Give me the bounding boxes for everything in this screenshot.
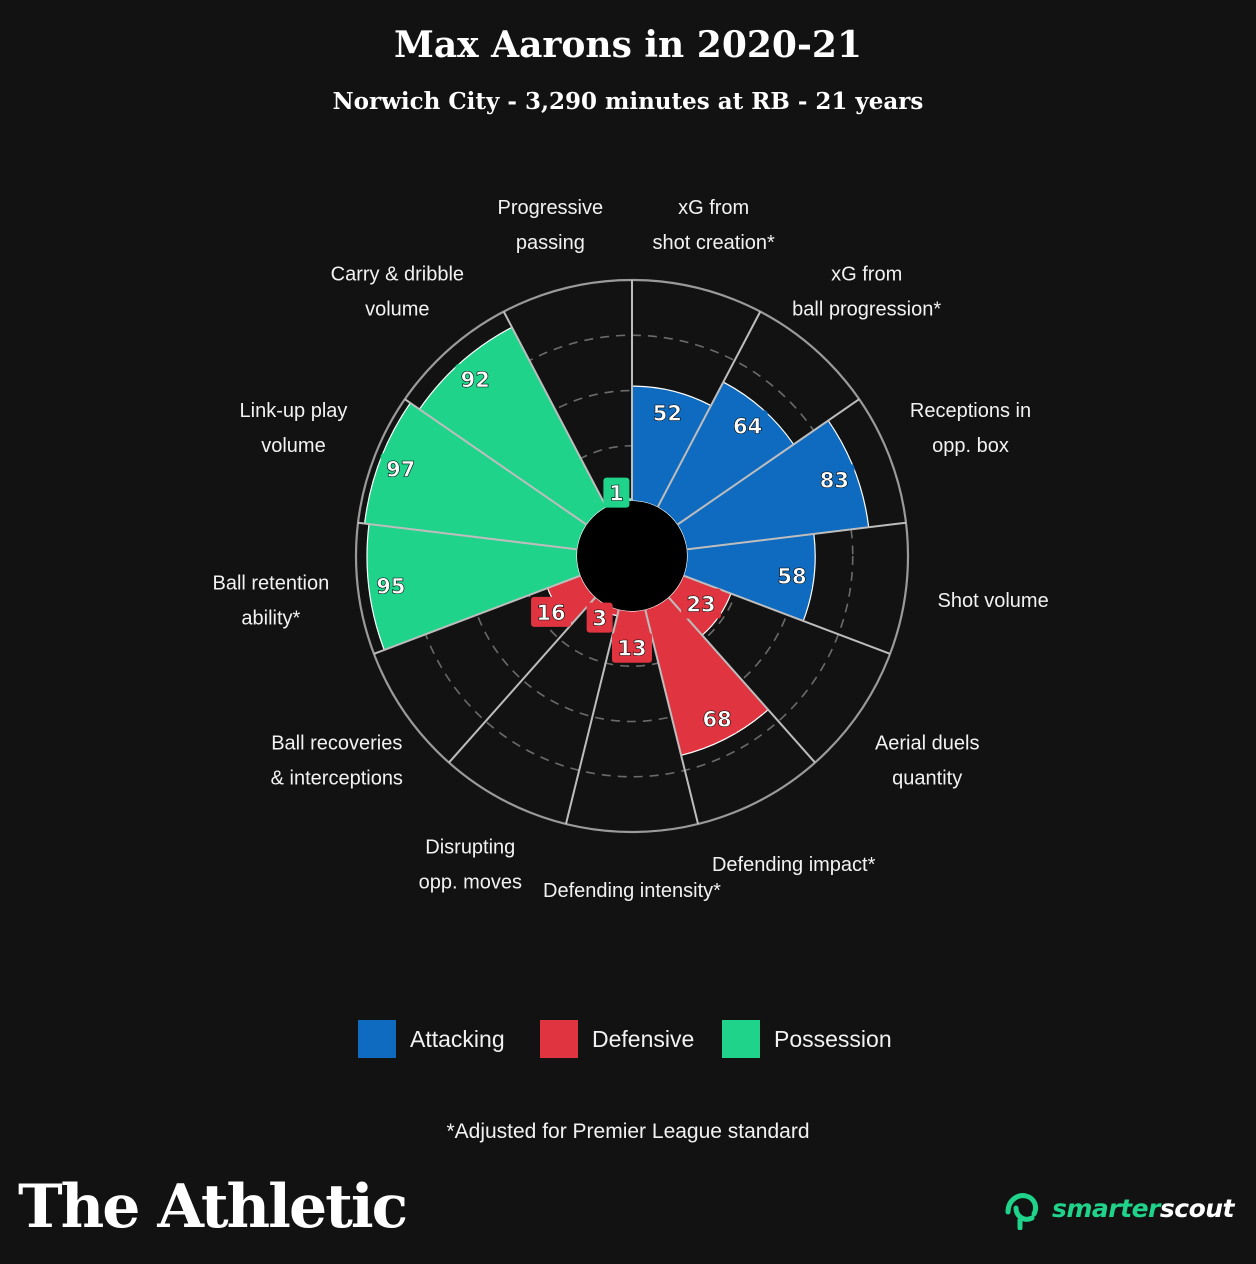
category-label: Receptions in opp. box [910,400,1031,457]
category-label: Disrupting opp. moves [419,837,522,894]
category-label: Shot volume [938,590,1049,612]
category-label: Defending impact* [712,854,876,876]
legend-item-defensive: Defensive [540,1019,694,1059]
category-label: Aerial duels quantity [875,732,980,789]
value-label-bg [380,453,421,484]
legend-swatch-attacking [358,1020,396,1058]
partner-logo: smarterscout [1000,1186,1235,1230]
category-label-line: Disrupting [425,837,515,859]
category-label-line: opp. moves [419,872,522,894]
category-label-line: Ball recoveries [271,732,402,754]
spoke [357,521,578,551]
value-label-bg [772,560,813,591]
category-label-line: ability* [241,607,300,629]
category-label-line: passing [516,232,585,254]
value-label: 52 [653,401,682,425]
category-label: Link-up play volume [240,400,348,457]
value-label: 58 [777,564,806,588]
spoke [564,609,620,825]
spoke [667,596,816,764]
smarterscout-icon [1005,1193,1039,1230]
spoke [683,574,891,655]
spoke [656,311,762,508]
value-label: 64 [733,414,762,438]
polar-chart: 52 64 83 58 23 68 13 3 16 95 97 92 1 xG from shot crea… [212,197,1049,902]
legend-swatch-possession [722,1020,760,1058]
value-label-bg [586,602,613,633]
legend-label-attacking: Attacking [410,1025,505,1052]
category-label-line: xG from [678,197,749,219]
category-label-line: volume [365,299,429,321]
category-label-line: Aerial duels [875,732,980,754]
spoke [644,609,700,825]
legend-label-defensive: Defensive [592,1025,695,1052]
category-label: xG from shot creation* [653,197,776,254]
value-label-bg [814,464,855,495]
category-label-line: Defending impact* [712,854,876,876]
partner-name-part: scout [1159,1193,1235,1223]
value-label-bg [697,703,738,734]
category-label-line: Carry & dribble [331,264,464,286]
category-label-line: volume [261,435,325,457]
spoke [502,311,608,508]
spoke [448,596,597,764]
value-label: 83 [820,468,849,492]
value-label-bg [370,570,411,601]
category-label-line: xG from [831,264,902,286]
value-label: 95 [376,574,405,598]
legend-label-possession: Possession [774,1025,892,1052]
footnote: *Adjusted for Premier League standard [446,1120,810,1143]
category-label-line: quantity [892,767,962,789]
category-label-line: ball progression* [792,299,941,321]
category-label: Ball retention ability* [212,572,329,629]
category-label-line: Progressive [498,197,604,219]
legend: Attacking Defensive Possession [0,1019,1256,1059]
spoke [686,521,907,551]
spoke [373,574,581,655]
category-label: Ball recoveries & interceptions [271,732,403,789]
value-label-bg [603,477,630,508]
category-label-line: shot creation* [653,232,776,254]
partner-name-part: smarter [1052,1193,1160,1223]
spoke [676,398,860,526]
legend-item-possession: Possession [722,1019,892,1059]
value-label-bg [680,588,721,619]
category-label-line: & interceptions [271,767,403,789]
value-label-bg [455,364,496,395]
chart-subtitle: Norwich City - 3,290 minutes at RB - 21 … [332,88,924,115]
value-label: 16 [536,601,565,625]
value-label: 68 [703,707,732,731]
category-label-line: opp. box [932,435,1009,457]
category-label-line: Defending intensity* [543,880,721,902]
category-label-line: Shot volume [938,590,1049,612]
value-label-bg [531,596,572,627]
value-label-bg [727,410,768,441]
category-label: Defending intensity* [543,880,721,902]
category-label: Progressive passing [498,197,604,254]
value-label-bg [647,397,688,428]
value-label-bg [612,632,652,663]
value-label: 92 [461,368,490,392]
legend-item-attacking: Attacking [358,1019,505,1059]
value-label: 23 [686,593,715,617]
value-label: 1 [609,482,624,506]
legend-swatch-defensive [540,1020,578,1058]
center-hole [577,501,687,611]
category-label-line: Ball retention [212,572,329,594]
category-label-line: Receptions in [910,400,1031,422]
brand-logo: The Athletic [18,1172,408,1242]
category-label: Carry & dribble volume [331,264,464,321]
partner-name: smarterscout [1052,1193,1235,1223]
value-label: 3 [592,607,607,631]
value-label: 13 [617,637,646,661]
category-label-line: Link-up play [240,400,348,422]
chart-title: Max Aarons in 2020-21 [394,24,862,66]
value-label: 97 [386,457,415,481]
spoke [404,398,588,526]
category-label: xG from ball progression* [792,264,941,321]
